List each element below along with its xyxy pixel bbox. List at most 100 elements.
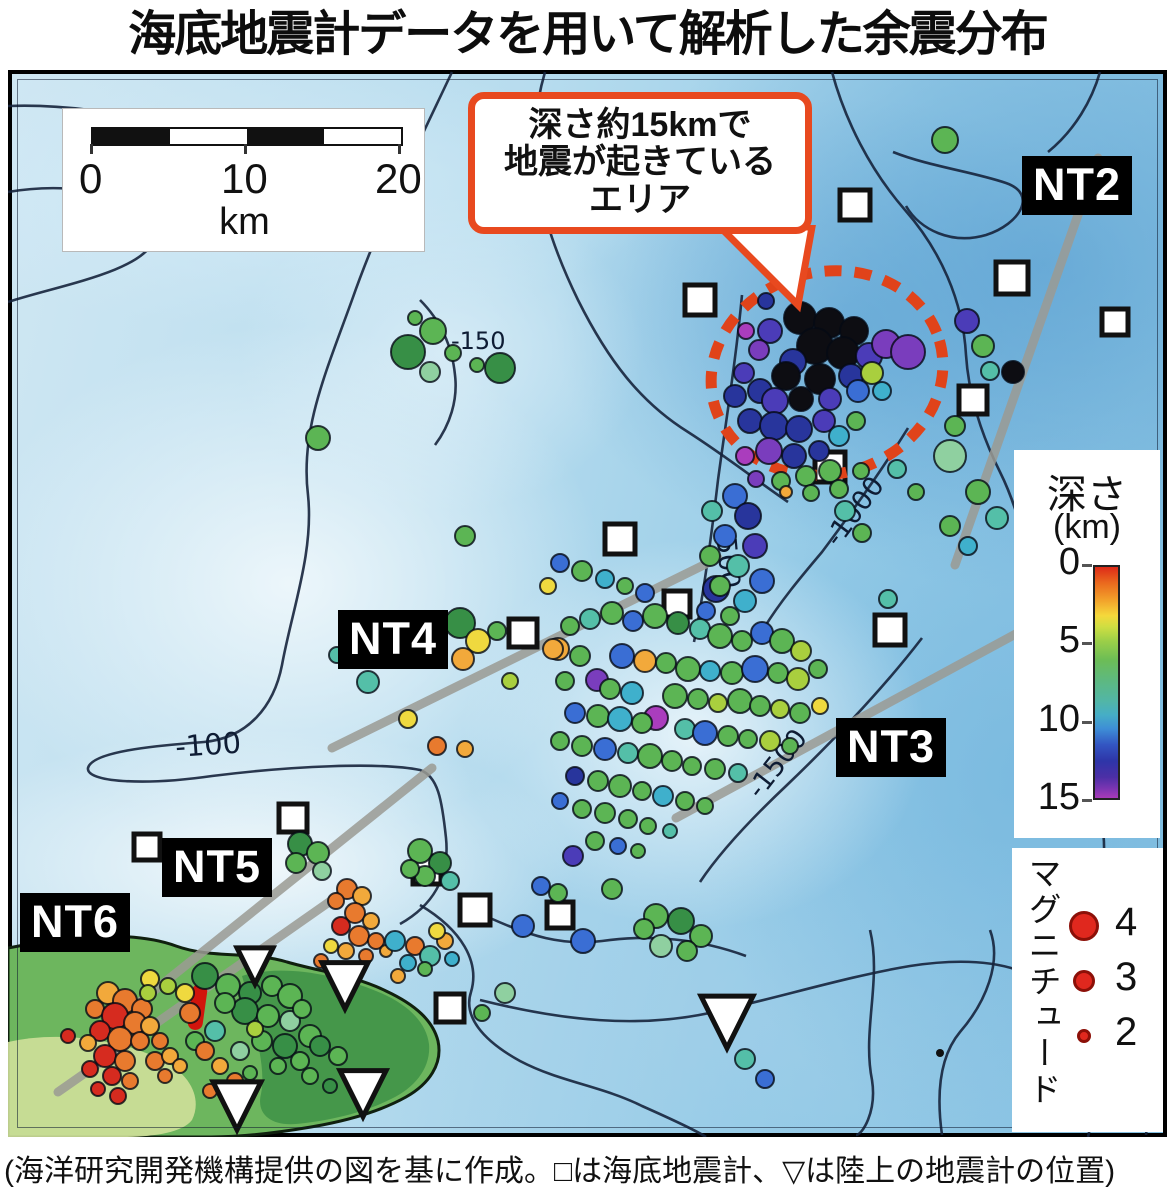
earthquake-marker <box>769 628 795 654</box>
earthquake-marker <box>720 606 740 626</box>
earthquake-marker <box>139 984 157 1002</box>
earthquake-marker <box>749 695 771 717</box>
land-station-triangle <box>317 960 373 1015</box>
earthquake-marker <box>620 681 644 705</box>
earthquake-marker <box>456 740 474 758</box>
earthquake-marker <box>484 352 516 384</box>
earthquake-marker <box>569 645 591 667</box>
earthquake-marker <box>785 415 813 443</box>
callout-box: 深さ約15kmで 地震が起きている エリア <box>468 92 812 234</box>
earthquake-marker <box>616 577 634 595</box>
earthquake-marker <box>214 992 236 1014</box>
earthquake-marker <box>328 1046 348 1066</box>
earthquake-marker <box>399 954 417 972</box>
earthquake-marker <box>632 781 652 801</box>
earthquake-marker <box>587 770 609 792</box>
bathymetry-contour <box>419 903 707 1137</box>
scale-bar-segments <box>91 127 403 146</box>
earthquake-marker <box>417 961 433 977</box>
survey-line <box>135 763 437 1007</box>
earthquake-marker <box>749 568 775 594</box>
earthquake-marker <box>159 977 177 995</box>
earthquake-marker <box>348 925 370 947</box>
earthquake-marker <box>717 725 739 747</box>
depth-tick-mark <box>1082 564 1092 567</box>
earthquake-marker <box>742 533 768 559</box>
earthquake-marker <box>737 322 755 340</box>
bathymetry-contour <box>938 929 996 1136</box>
earthquake-marker <box>652 785 674 807</box>
earthquake-marker <box>944 415 966 437</box>
earthquake-marker <box>454 525 476 547</box>
earthquake-marker <box>531 876 551 896</box>
earthquake-marker <box>285 852 307 874</box>
obs-square <box>872 612 908 648</box>
earthquake-marker <box>687 688 709 710</box>
earthquake-marker <box>494 982 516 1004</box>
earthquake-marker <box>465 628 491 654</box>
earthquake-marker <box>242 1065 258 1081</box>
earthquake-marker <box>550 731 570 751</box>
obs-square <box>993 259 1031 297</box>
earthquake-marker <box>633 649 657 673</box>
earthquake-marker <box>121 1072 139 1090</box>
earthquake-marker <box>795 465 817 487</box>
earthquake-marker <box>407 310 423 326</box>
earthquake-marker <box>741 655 769 683</box>
earthquake-marker <box>622 610 644 632</box>
land-station-triangle <box>696 993 758 1054</box>
earthquake-marker <box>689 924 713 948</box>
earthquake-marker <box>980 361 1000 381</box>
obs-square <box>682 282 718 318</box>
depth-tick-label: 10 <box>1037 697 1080 740</box>
transect-label-nt6: NT6 <box>20 893 131 952</box>
obs-square <box>131 831 163 863</box>
earthquake-marker <box>985 506 1009 530</box>
earthquake-marker <box>179 1002 201 1024</box>
earthquake-marker <box>595 569 615 589</box>
earthquake-marker <box>788 386 814 412</box>
earthquake-marker <box>384 930 406 952</box>
earthquake-marker <box>771 361 801 391</box>
earthquake-marker <box>727 688 753 714</box>
earthquake-marker <box>407 838 433 864</box>
land-station-triangle <box>335 1068 391 1123</box>
earthquake-marker <box>114 1050 136 1072</box>
earthquake-marker <box>337 942 355 960</box>
earthquake-marker <box>594 802 616 824</box>
earthquake-marker <box>649 934 673 958</box>
earthquake-marker <box>444 951 460 967</box>
earthquake-marker <box>175 983 195 1003</box>
earthquake-marker <box>211 1057 229 1075</box>
earthquake-marker <box>818 387 842 411</box>
earthquake-marker <box>692 720 718 746</box>
earthquake-marker <box>542 638 564 660</box>
aftershock-map: -100-150-500-1000-1500 <box>8 70 1167 1137</box>
transect-label-nt2: NT2 <box>1022 156 1133 215</box>
obs-square <box>956 383 990 417</box>
earthquake-marker <box>834 500 856 522</box>
earthquake-marker <box>818 459 842 483</box>
obs-square <box>457 892 493 928</box>
depth-tick-label: 15 <box>1037 776 1080 818</box>
earthquake-marker <box>965 479 991 505</box>
earthquake-marker <box>667 907 695 935</box>
page-title: 海底地震計データを用いて解析した余震分布 <box>128 8 1049 61</box>
obs-square <box>602 521 638 557</box>
earthquake-marker <box>427 736 447 756</box>
earthquake-marker <box>618 809 638 829</box>
map-dot <box>936 1049 944 1057</box>
earthquake-marker <box>755 437 783 465</box>
earthquake-marker <box>789 702 811 724</box>
magnitude-legend-title: マグニチュード <box>1024 856 1061 1108</box>
earthquake-marker <box>309 1035 331 1057</box>
earthquake-marker <box>102 1066 122 1086</box>
earthquake-marker <box>151 1032 169 1050</box>
earthquake-marker <box>191 962 219 990</box>
earthquake-marker <box>709 575 731 597</box>
earthquake-marker <box>390 968 406 984</box>
earthquake-marker <box>301 1067 319 1085</box>
source-caption: (海洋研究開発機構提供の図を基に作成。□は海底地震計、▽は陸上の地震計の位置) <box>4 1155 1116 1188</box>
earthquake-marker <box>609 643 635 669</box>
